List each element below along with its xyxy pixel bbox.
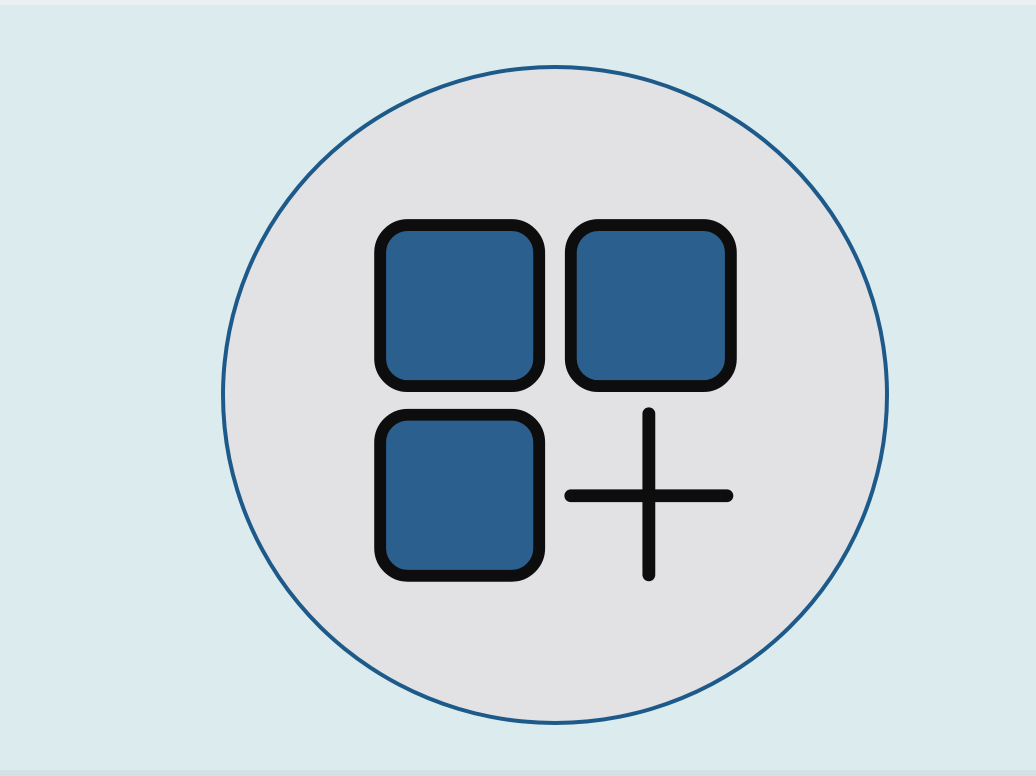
add-apps-button[interactable] xyxy=(221,65,889,725)
app-tile-bottom-left xyxy=(374,408,546,582)
app-tile-top-right xyxy=(564,219,737,393)
add-apps-icon xyxy=(374,219,737,582)
plus-icon xyxy=(564,407,734,582)
app-tile-top-left xyxy=(374,219,546,393)
bottom-edge-strip xyxy=(0,770,1036,776)
top-edge-strip xyxy=(0,0,1036,5)
